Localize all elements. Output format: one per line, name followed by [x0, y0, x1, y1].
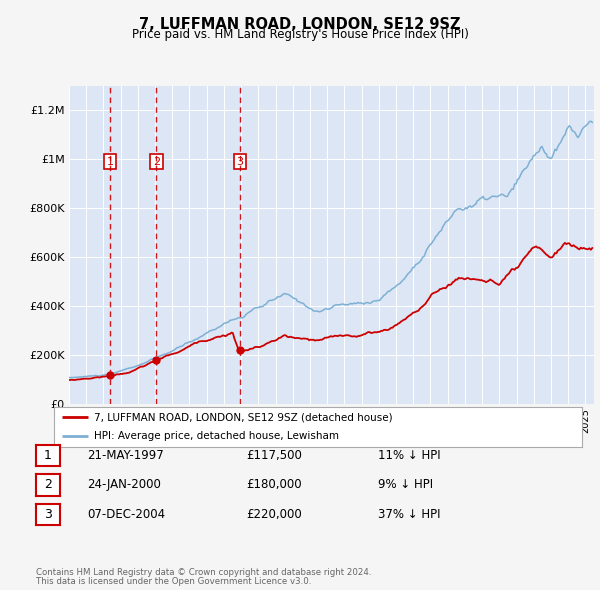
Text: This data is licensed under the Open Government Licence v3.0.: This data is licensed under the Open Gov… [36, 578, 311, 586]
Text: 3: 3 [44, 508, 52, 521]
Text: £180,000: £180,000 [246, 478, 302, 491]
Text: 21-MAY-1997: 21-MAY-1997 [87, 449, 164, 462]
Text: 1: 1 [107, 156, 113, 166]
Text: Contains HM Land Registry data © Crown copyright and database right 2024.: Contains HM Land Registry data © Crown c… [36, 568, 371, 577]
Text: 1: 1 [44, 449, 52, 462]
Text: 7, LUFFMAN ROAD, LONDON, SE12 9SZ (detached house): 7, LUFFMAN ROAD, LONDON, SE12 9SZ (detac… [94, 412, 392, 422]
Text: 9% ↓ HPI: 9% ↓ HPI [378, 478, 433, 491]
Text: 2: 2 [44, 478, 52, 491]
Text: Price paid vs. HM Land Registry's House Price Index (HPI): Price paid vs. HM Land Registry's House … [131, 28, 469, 41]
Text: £117,500: £117,500 [246, 449, 302, 462]
Text: 7, LUFFMAN ROAD, LONDON, SE12 9SZ: 7, LUFFMAN ROAD, LONDON, SE12 9SZ [139, 17, 461, 31]
Text: 3: 3 [236, 156, 244, 166]
Text: 2: 2 [153, 156, 160, 166]
Text: £220,000: £220,000 [246, 508, 302, 521]
Text: 11% ↓ HPI: 11% ↓ HPI [378, 449, 440, 462]
Text: 24-JAN-2000: 24-JAN-2000 [87, 478, 161, 491]
Text: 07-DEC-2004: 07-DEC-2004 [87, 508, 165, 521]
Text: 37% ↓ HPI: 37% ↓ HPI [378, 508, 440, 521]
Text: HPI: Average price, detached house, Lewisham: HPI: Average price, detached house, Lewi… [94, 431, 338, 441]
